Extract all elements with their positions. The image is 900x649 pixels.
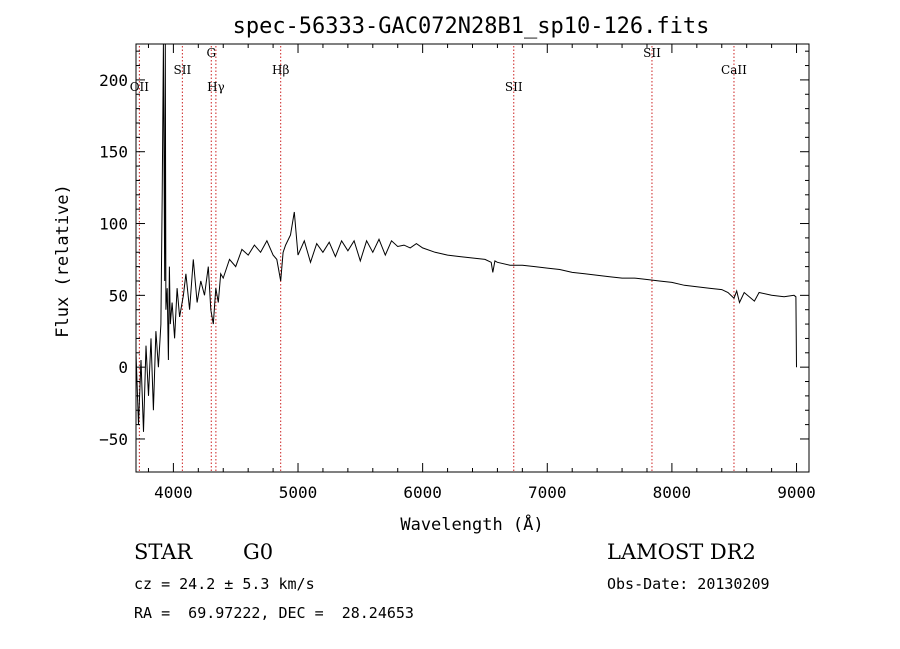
feature-label: CaII bbox=[721, 63, 747, 77]
feature-label: G bbox=[206, 46, 216, 60]
x-tick-label: 6000 bbox=[403, 483, 442, 502]
x-tick-label: 4000 bbox=[154, 483, 193, 502]
spectrum-line bbox=[136, 44, 797, 432]
feature-label: SII bbox=[643, 46, 661, 60]
feature-label: SII bbox=[174, 63, 192, 77]
coordinates: RA = 69.97222, DEC = 28.24653 bbox=[134, 604, 414, 622]
x-axis-label: Wavelength (Å) bbox=[400, 513, 543, 535]
y-tick-label: 200 bbox=[99, 71, 128, 90]
object-class: STAR bbox=[134, 540, 193, 564]
x-tick-label: 8000 bbox=[653, 483, 692, 502]
feature-label: SII bbox=[505, 80, 523, 94]
feature-label: Hβ bbox=[272, 63, 289, 77]
y-tick-label: −50 bbox=[99, 430, 128, 449]
feature-label: OII bbox=[130, 80, 150, 94]
y-tick-label: 0 bbox=[118, 358, 128, 377]
survey-label: LAMOST DR2 bbox=[607, 540, 756, 564]
cz-value: cz = 24.2 ± 5.3 km/s bbox=[134, 575, 315, 593]
y-tick-label: 50 bbox=[109, 286, 128, 305]
x-tick-label: 7000 bbox=[528, 483, 567, 502]
feature-label: Hγ bbox=[207, 80, 225, 94]
y-axis-label: Flux (relative) bbox=[53, 184, 73, 338]
x-tick-label: 9000 bbox=[777, 483, 816, 502]
object-subclass: G0 bbox=[243, 540, 274, 564]
x-tick-label: 5000 bbox=[279, 483, 318, 502]
chart-title: spec-56333-GAC072N28B1_sp10-126.fits bbox=[233, 14, 710, 39]
y-tick-label: 150 bbox=[99, 143, 128, 162]
obs-date: Obs-Date: 20130209 bbox=[607, 575, 770, 593]
y-tick-label: 100 bbox=[99, 215, 128, 234]
